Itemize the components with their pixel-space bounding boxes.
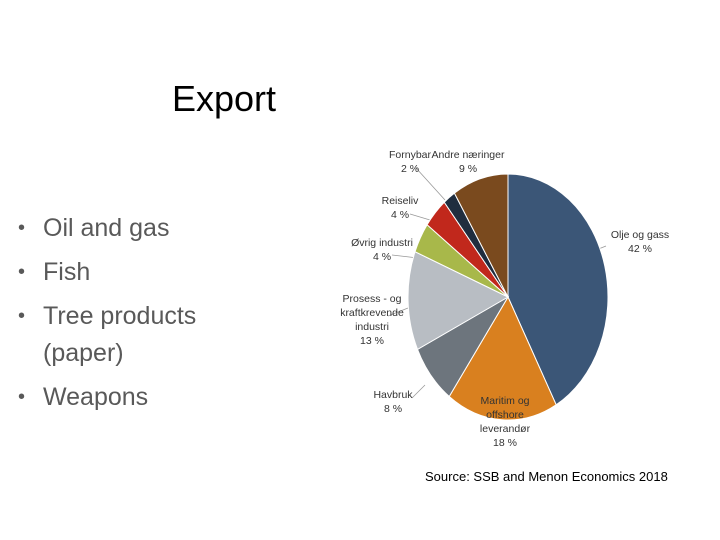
pie-slice — [407, 251, 510, 351]
slice-label: Prosess - og kraftkrevende industri 13 % — [327, 292, 417, 348]
slice-name: Reiseliv — [381, 195, 419, 207]
leader-line — [387, 307, 409, 317]
slice-label: Maritim og offshore leverandør 18 % — [465, 394, 545, 450]
slice-value: 8 % — [383, 403, 403, 415]
slice-value: 42 % — [628, 243, 652, 255]
leader-line — [409, 213, 431, 221]
slice-label: Andre næringer 9 % — [428, 148, 508, 176]
bullet-list: Oil and gas Fish Tree products (paper) Weap… — [18, 210, 228, 423]
slice-name: Andre næringer — [431, 149, 505, 161]
slide-title: Export — [172, 78, 277, 119]
slice-name: Prosess - og kraftkrevende industri — [340, 293, 404, 333]
slice-label: Olje og gass 42 % — [600, 228, 680, 256]
source-note: Source: SSB and Menon Economics 2018 — [425, 469, 668, 484]
bullet-item: Tree products (paper) — [18, 298, 228, 372]
slice-value: 4 % — [390, 209, 410, 221]
slice-value: 9 % — [458, 163, 478, 175]
slice-value: 13 % — [360, 335, 384, 347]
bullet-item: Weapons — [18, 379, 228, 416]
leader-lines — [387, 167, 607, 399]
slice-name: Øvrig industri — [351, 237, 413, 249]
slice-value: 2 % — [400, 163, 420, 175]
pie-slice — [448, 295, 557, 421]
slice-name: Fornybar — [388, 149, 431, 161]
slice-name: Maritim og offshore leverandør — [479, 395, 531, 435]
slice-label: Reiseliv 4 % — [370, 194, 430, 222]
pie-slice — [453, 173, 509, 298]
bullet-item: Fish — [18, 254, 228, 291]
leader-line — [415, 167, 446, 201]
slice-value: 4 % — [372, 251, 392, 263]
pie-slice — [507, 173, 609, 406]
leader-line — [411, 384, 426, 399]
slice-label: Øvrig industri 4 % — [342, 236, 422, 264]
slice-name: Olje og gass — [610, 229, 670, 241]
slice-value: 18 % — [493, 437, 517, 449]
slice-label: Havbruk 8 % — [363, 388, 423, 416]
slice-name: Havbruk — [373, 389, 413, 401]
slice-label: Fornybar 2 % — [380, 148, 440, 176]
bullet-item: Oil and gas — [18, 210, 228, 247]
